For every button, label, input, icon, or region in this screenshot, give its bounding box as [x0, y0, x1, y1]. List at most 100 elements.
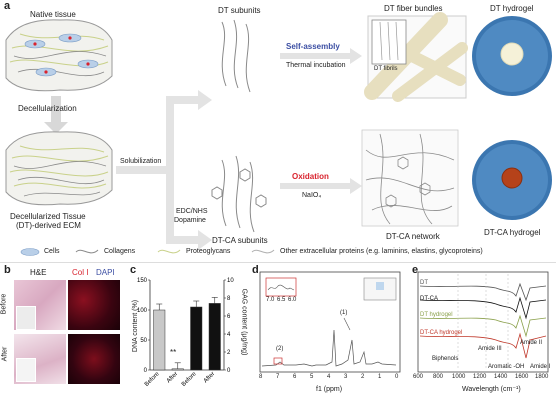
after-label: After — [1, 346, 9, 362]
col1-header: Col I — [72, 268, 89, 277]
dt-hydrogel-label: DT hydrogel — [490, 4, 534, 13]
d-xtick-5: 5 — [310, 374, 314, 380]
d-xlabel: f1 (ppm) — [316, 386, 343, 393]
d-inset-tick-1: 7.0 — [266, 297, 275, 303]
d-inset-tick-2: 6.5 — [277, 297, 286, 303]
legend-other: Other extracellular proteins (e.g. lamin… — [280, 248, 483, 255]
d-inset-tick-3: 6.0 — [288, 297, 297, 303]
e-xtick-1200: 1200 — [473, 374, 487, 380]
he-before-inset — [16, 306, 36, 330]
e-series-dt: DT — [420, 280, 428, 286]
e-xtick-1000: 1000 — [452, 374, 466, 380]
c-x-tick-label: Before — [181, 371, 198, 388]
dt-subunits-label: DT subunits — [218, 6, 261, 15]
e-ann-amide2: Amide II — [520, 340, 543, 346]
c-bar — [190, 306, 203, 371]
col1-before-image — [68, 280, 120, 330]
c-left-tick-label: 50 — [140, 338, 147, 344]
dtca-network-illustration — [361, 129, 459, 227]
e-xtick-1400: 1400 — [494, 374, 508, 380]
d-xtick-6: 6 — [293, 374, 297, 380]
e-ann-aromatic: Aromatic -OH — [488, 364, 525, 370]
divider — [0, 262, 556, 263]
d-xtick-8: 8 — [259, 374, 263, 380]
panel-e-label: e — [412, 264, 419, 276]
c-left-tick-label: 0 — [144, 368, 148, 374]
thermal-incubation-label: Thermal incubation — [286, 62, 346, 69]
before-label: Before — [0, 293, 8, 315]
c-left-tick-label: 100 — [137, 308, 148, 314]
c-x-tick-label: After — [203, 371, 216, 384]
other-proteins-icon — [251, 249, 275, 254]
e-xtick-800: 800 — [433, 374, 444, 380]
e-series-dtca-hydrogel: DT-CA hydrogel — [420, 330, 463, 336]
c-bar — [153, 309, 166, 371]
c-significance: ** — [170, 348, 177, 357]
panel-a-label: a — [4, 0, 11, 12]
c-right-tick-label: 6 — [227, 314, 231, 320]
d-xtick-4: 4 — [327, 374, 331, 380]
solubilization-label: Solubilization — [120, 158, 162, 165]
c-right-tick-label: 4 — [227, 332, 231, 338]
col1-after-image — [68, 334, 120, 384]
legend-collagens: Collagens — [104, 248, 136, 255]
native-tissue-label: Native tissue — [30, 10, 76, 19]
e-xtick-600: 600 — [413, 374, 424, 380]
e-xtick-1800: 1800 — [535, 374, 549, 380]
d-xtick-3: 3 — [344, 374, 348, 380]
proteoglycans-icon — [157, 249, 181, 254]
dt-fiber-bundles-illustration — [364, 12, 468, 102]
d-xtick-0: 0 — [395, 374, 399, 380]
oxidation-label: Oxidation — [292, 172, 329, 181]
e-ann-amide3: Amide III — [478, 346, 502, 352]
c-right-tick-label: 0 — [227, 368, 231, 374]
c-right-tick-label: 8 — [227, 296, 231, 302]
e-ann-biphenols: Biphenols — [432, 356, 459, 362]
dt-ecm-label-1: Decellularized Tissue — [10, 212, 86, 221]
e-xtick-1600: 1600 — [515, 374, 529, 380]
dopamine-label: Dopamine — [174, 217, 206, 224]
dtca-subunits-illustration — [211, 155, 267, 233]
legend-proteoglycans: Proteoglycans — [186, 248, 231, 255]
nmr-spectrum — [259, 271, 401, 373]
d-peak-2: (2) — [276, 346, 284, 352]
dt-subunits-illustration — [221, 19, 251, 93]
he-header: H&E — [30, 268, 47, 277]
ftir-spectra — [417, 271, 549, 373]
dt-fibrils-label: DT fibrils — [374, 66, 398, 72]
d-xtick-1: 1 — [378, 374, 382, 380]
naio4-label: NaIO₄ — [302, 192, 322, 199]
e-xlabel: Wavelength (cm⁻¹) — [462, 386, 521, 393]
c-bar — [171, 368, 184, 371]
c-right-tick-label: 2 — [227, 350, 231, 356]
self-assembly-label: Self-assembly — [286, 42, 340, 51]
d-xtick-2: 2 — [361, 374, 365, 380]
e-series-dtca: DT-CA — [420, 296, 438, 302]
c-x-tick-label: After — [166, 371, 179, 384]
c-bar — [208, 303, 221, 371]
e-ann-amide1: Amide I — [530, 364, 551, 370]
native-tissue-illustration — [5, 19, 113, 92]
decellularized-tissue-illustration — [5, 131, 113, 206]
panel-d-label: d — [252, 264, 259, 276]
c-left-tick-label: 150 — [137, 278, 148, 284]
collagens-icon — [75, 249, 99, 254]
dtca-subunits-label: DT-CA subunits — [212, 236, 268, 245]
edc-nhs-label: EDC/NHS — [176, 208, 208, 215]
panel-a-illustrations — [5, 12, 552, 256]
dtca-hydrogel-dish — [472, 140, 552, 220]
cells-icon — [20, 248, 40, 256]
panel-b-label: b — [4, 264, 11, 276]
dtca-network-label: DT-CA network — [386, 232, 440, 241]
dt-hydrogel-dish — [472, 16, 552, 96]
dapi-header: DAPI — [96, 268, 115, 277]
d-peak-1: (1) — [340, 310, 348, 316]
legend-cells: Cells — [44, 248, 60, 255]
dtca-hydrogel-label: DT-CA hydrogel — [484, 228, 541, 237]
decellularization-label: Decellularization — [18, 104, 77, 113]
e-series-dt-hydrogel: DT hydrogel — [420, 312, 453, 318]
d-xtick-7: 7 — [276, 374, 280, 380]
panel-c-label: c — [130, 264, 137, 276]
he-after-inset — [16, 358, 36, 382]
